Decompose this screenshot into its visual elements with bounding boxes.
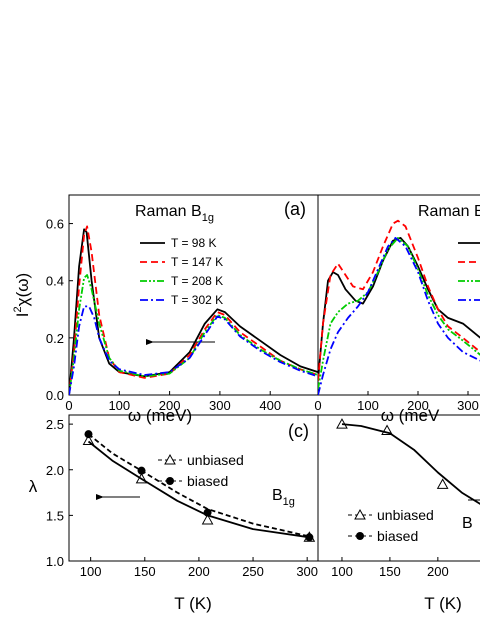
panel: 100 150 200 250 300 1.0 1.5 2.0 2.5 B1g (c) T (K) λ u… — [29, 414, 319, 613]
y-tick-label: 1.5 — [46, 508, 64, 523]
legend-label: biased — [377, 528, 418, 544]
x-tick-label: 150 — [134, 564, 156, 579]
y-axis-label: I2χ(ω) — [12, 273, 32, 317]
title-subscript: 1g — [202, 212, 214, 224]
y-tick-label: 0.4 — [46, 274, 64, 289]
series-line — [87, 440, 310, 539]
x-tick-label: 100 — [357, 398, 379, 413]
title-text: B — [462, 515, 473, 532]
plot-title: B1g — [272, 487, 295, 508]
x-tick-label: 200 — [159, 398, 181, 413]
plot-area — [318, 219, 480, 395]
x-tick-label: 0 — [65, 398, 72, 413]
title-text: B — [272, 487, 283, 504]
marker-triangle — [164, 453, 176, 465]
series-line — [318, 236, 480, 395]
marker-triangle — [436, 478, 449, 489]
legend-label: T = 208 K — [171, 274, 223, 288]
plot-area — [69, 225, 318, 395]
y-tick-label: 0.6 — [46, 217, 64, 232]
marker-circle — [356, 532, 364, 540]
x-tick-label: 100 — [108, 398, 130, 413]
y-tick-label: 0.2 — [46, 331, 64, 346]
title-text: Raman B — [135, 203, 202, 220]
y-label-text: λ — [29, 477, 38, 496]
plot-title: B — [462, 515, 473, 532]
x-tick-label: 300 — [457, 398, 479, 413]
series-line — [341, 423, 480, 505]
legend-label: T = 147 K — [171, 255, 223, 269]
y-label-superscript: 2 — [12, 306, 24, 312]
x-tick-label: 100 — [331, 564, 353, 579]
x-tick-label: 100 — [80, 564, 102, 579]
x-tick-label: 150 — [379, 564, 401, 579]
legend-label: biased — [187, 473, 228, 489]
plot-frame — [317, 414, 480, 562]
plot-title: Raman B1g — [135, 203, 214, 224]
x-tick-label: 400 — [259, 398, 281, 413]
legend-label: unbiased — [377, 507, 434, 523]
series-line — [69, 225, 318, 395]
marker-triangle — [354, 508, 366, 520]
marker-triangle — [82, 434, 95, 446]
x-tick-label: 200 — [188, 564, 210, 579]
y-axis-label: λ — [29, 477, 38, 496]
panel-label: (c) — [288, 421, 309, 441]
marker-circle — [166, 477, 174, 485]
y-tick-label: 2.5 — [46, 417, 64, 432]
panel-label: (a) — [284, 199, 306, 219]
x-axis-label: T (K) — [424, 594, 461, 613]
x-tick-label: 250 — [242, 564, 264, 579]
x-tick-label: 300 — [296, 564, 318, 579]
y-label-text: χ(ω) — [13, 273, 32, 307]
x-axis-label: T (K) — [174, 594, 211, 613]
y-tick-label: 0.0 — [46, 388, 64, 403]
y-tick-label: 2.0 — [46, 463, 64, 478]
panel: 100 150 200 B T (K) unbiased biased — [317, 414, 480, 613]
y-tick-label: 1.0 — [46, 554, 64, 569]
plot-area — [82, 430, 316, 542]
legend-label: T = 98 K — [171, 236, 216, 250]
x-tick-label: 200 — [407, 398, 429, 413]
plot-area — [336, 418, 480, 505]
x-tick-label: 200 — [427, 564, 449, 579]
series-line — [318, 236, 480, 390]
x-tick-label: 0 — [314, 398, 321, 413]
legend-label: T = 302 K — [171, 293, 223, 307]
title-subscript: 1g — [283, 496, 295, 508]
y-label-text: I — [13, 312, 32, 317]
title-text: Raman B — [418, 203, 480, 220]
series-line — [318, 219, 480, 381]
series-line — [87, 433, 310, 538]
series-line — [69, 305, 318, 395]
x-tick-label: 300 — [209, 398, 231, 413]
plot-frame — [317, 194, 480, 396]
legend-label: unbiased — [187, 452, 244, 468]
marker-triangle — [201, 513, 214, 525]
plot-title: Raman B — [418, 203, 480, 220]
